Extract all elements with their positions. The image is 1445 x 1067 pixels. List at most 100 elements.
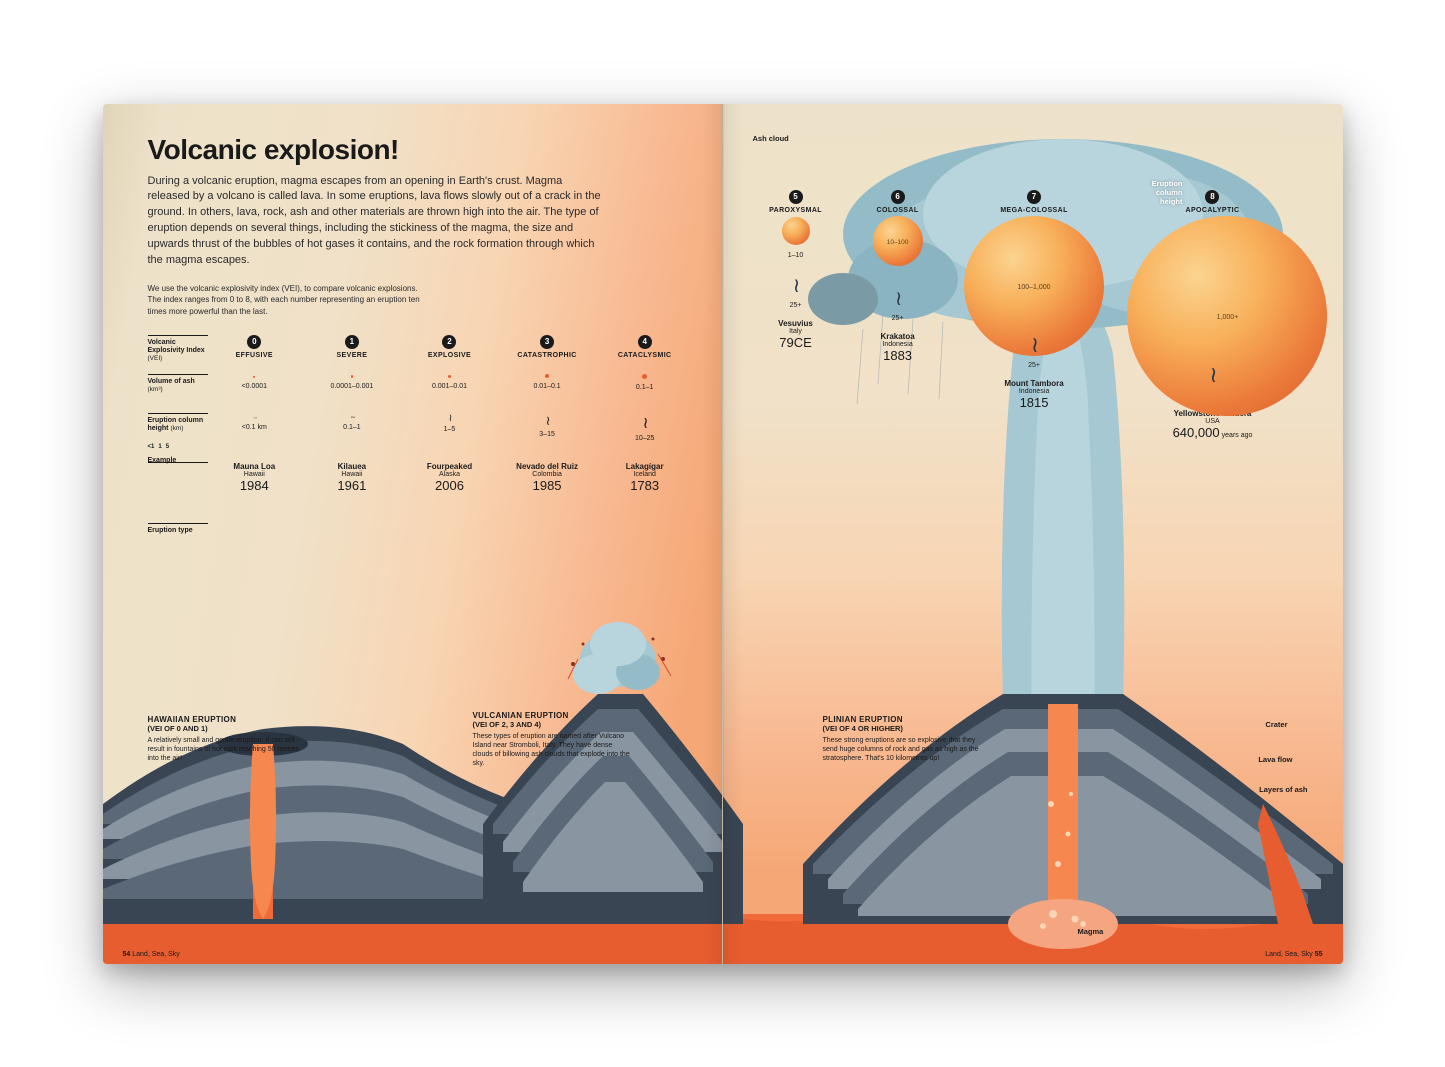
ex-yr-6: 1883 xyxy=(855,348,941,363)
ex-loc-0: Hawaii xyxy=(208,471,302,478)
height-6: 25+ xyxy=(855,315,941,322)
plinian-body: These strong eruptions are so explosive … xyxy=(823,736,983,763)
left-content: Volcanic explosion! During a volcanic er… xyxy=(103,104,722,964)
ash-dot-3 xyxy=(545,374,549,378)
plinian-sub: (VEI OF 4 OR HIGHER) xyxy=(823,724,983,733)
ash-vol-4: 0.1–1 xyxy=(598,384,692,391)
hawaiian-title: HAWAIIAN ERUPTION xyxy=(148,715,308,724)
ex-yr-8: 640,000 xyxy=(1173,425,1220,440)
ash-vol-6: 10–100 xyxy=(887,239,909,246)
lava-flow-label: Lava flow xyxy=(1258,755,1292,764)
height-5: 25+ xyxy=(753,302,839,309)
ex-yr-2: 2006 xyxy=(403,478,497,493)
right-page-number: Land, Sea, Sky 55 xyxy=(1265,951,1322,958)
page-num-54: 54 xyxy=(123,951,131,958)
right-page: 5 PAROXYSMAL 1–10 ≀ 25+ Vesuvius Italy 7… xyxy=(723,104,1343,964)
ash-vol-1: 0.0001–0.001 xyxy=(305,383,399,390)
book-spread: Volcanic explosion! During a volcanic er… xyxy=(103,104,1343,964)
vei-cell-8: 8 APOCALYPTIC 1,000+ ≀ 25+ Yellowstone C… xyxy=(1127,190,1297,440)
vei-name-6: COLOSSAL xyxy=(855,207,941,214)
ref-a: <1 xyxy=(148,444,155,451)
plume-2: ≀ xyxy=(449,413,451,424)
ash-label-text: Volume of ash xyxy=(148,378,195,385)
vei-num-2: 2 xyxy=(442,335,456,349)
vei-num-7: 7 xyxy=(1027,190,1041,204)
ref-b: 1 xyxy=(158,444,161,451)
plume-4: ≀ xyxy=(643,413,647,433)
crater-label: Crater xyxy=(1265,720,1287,729)
left-page: Volcanic explosion! During a volcanic er… xyxy=(103,104,723,964)
height-2: 1–5 xyxy=(403,426,497,433)
page-title: Volcanic explosion! xyxy=(148,134,692,166)
plinian-eruption-block: PLINIAN ERUPTION (VEI OF 4 OR HIGHER) Th… xyxy=(823,715,983,763)
ex-loc-1: Hawaii xyxy=(305,471,399,478)
ash-cloud-label: Ash cloud xyxy=(753,134,789,143)
ex-yr-0: 1984 xyxy=(208,478,302,493)
ex-name-5: Vesuvius xyxy=(753,319,839,328)
height-4: 10–25 xyxy=(598,435,692,442)
height-row-label: Eruption column height (km) xyxy=(148,413,208,434)
right-content: 5 PAROXYSMAL 1–10 ≀ 25+ Vesuvius Italy 7… xyxy=(723,104,1343,964)
ex-name-2: Fourpeaked xyxy=(403,462,497,471)
hawaiian-eruption-block: HAWAIIAN ERUPTION (VEI OF 0 AND 1) A rel… xyxy=(148,715,308,763)
height-label-sub: (km) xyxy=(170,425,183,432)
height-0: <0.1 km xyxy=(208,424,302,431)
ex-loc-3: Colombia xyxy=(500,471,594,478)
ex-name-1: Kilauea xyxy=(305,462,399,471)
ash-vol-3: 0.01–0.1 xyxy=(500,383,594,390)
page-num-55: 55 xyxy=(1315,951,1323,958)
vei-name-5: PAROXYSMAL xyxy=(753,207,839,214)
ash-row-label: Volume of ash (km³) xyxy=(148,374,208,395)
ash-sphere-5 xyxy=(782,217,810,245)
ex-yr-5: 79CE xyxy=(753,335,839,350)
example-row-label: <1 1 5 Example xyxy=(148,462,208,466)
ex-yr-7: 1815 xyxy=(957,395,1112,410)
vei-name-0: EFFUSIVE xyxy=(208,352,302,359)
vei-num-6: 6 xyxy=(891,190,905,204)
column-height-row: Eruption column height (km) ~<0.1 km ~0.… xyxy=(148,413,692,442)
vei-cell-7: 7 MEGA-COLOSSAL 100–1,000 ≀ 25+ Mount Ta… xyxy=(957,190,1112,440)
ash-volume-row: Volume of ash (km³) <0.0001 0.0001–0.001… xyxy=(148,374,692,395)
vei-header-row: Volcanic Explosivity Index (VEI) 0 EFFUSI… xyxy=(148,335,692,364)
hawaiian-sub: (VEI OF 0 AND 1) xyxy=(148,724,308,733)
height-3: 3–15 xyxy=(500,431,594,438)
vei-name-4: CATACLYSMIC xyxy=(598,352,692,359)
plume-1: ~ xyxy=(351,413,353,422)
ash-vol-2: 0.001–0.01 xyxy=(403,383,497,390)
intro-text: During a volcanic eruption, magma escape… xyxy=(148,174,608,270)
ex-yr-3: 1985 xyxy=(500,478,594,493)
vei-right-row: 5 PAROXYSMAL 1–10 ≀ 25+ Vesuvius Italy 7… xyxy=(753,190,1298,440)
vei-num-5: 5 xyxy=(789,190,803,204)
left-page-number: 54 Land, Sea, Sky xyxy=(123,951,180,958)
vei-row-label: Volcanic Explosivity Index (VEI) xyxy=(148,335,208,364)
ash-dot-1 xyxy=(351,375,354,378)
sub-intro-text: We use the volcanic explosivity index (V… xyxy=(148,283,428,317)
example-row: <1 1 5 Example Mauna LoaHawaii1984 Kilau… xyxy=(148,462,692,493)
vei-num-0: 0 xyxy=(247,335,261,349)
vei-num-8: 8 xyxy=(1205,190,1219,204)
ash-dot-0 xyxy=(253,376,255,378)
ex-loc-6: Indonesia xyxy=(855,341,941,348)
vulcanian-title: VULCANIAN ERUPTION xyxy=(473,711,633,720)
left-section-name: Land, Sea, Sky xyxy=(132,951,179,958)
vei-name-1: SEVERE xyxy=(305,352,399,359)
ash-vol-5: 1–10 xyxy=(753,252,839,259)
ash-vol-0: <0.0001 xyxy=(208,383,302,390)
vulcanian-body: These types of eruption are named after … xyxy=(473,732,633,768)
vei-header-cells: 0EFFUSIVE 1SEVERE 2EXPLOSIVE 3CATASTROPH… xyxy=(208,335,692,359)
plume-8: ≀ xyxy=(1209,362,1215,387)
vei-cell-5: 5 PAROXYSMAL 1–10 ≀ 25+ Vesuvius Italy 7… xyxy=(753,190,839,440)
ash-vol-7: 100–1,000 xyxy=(1017,284,1050,291)
plume-0: ~ xyxy=(254,416,255,422)
ash-label-sub: (km³) xyxy=(148,386,163,393)
ex-name-7: Mount Tambora xyxy=(957,379,1112,388)
vei-label-text: Volcanic Explosivity Index xyxy=(148,339,205,354)
vei-name-8: APOCALYPTIC xyxy=(1127,207,1297,214)
ex-name-6: Krakatoa xyxy=(855,332,941,341)
eruption-column-label: Eruption column height xyxy=(1133,179,1183,206)
vei-num-4: 4 xyxy=(638,335,652,349)
ex-name-0: Mauna Loa xyxy=(208,462,302,471)
ex-loc-4: Iceland xyxy=(598,471,692,478)
example-label-text: Example xyxy=(148,457,177,464)
ex-loc-2: Alaska xyxy=(403,471,497,478)
